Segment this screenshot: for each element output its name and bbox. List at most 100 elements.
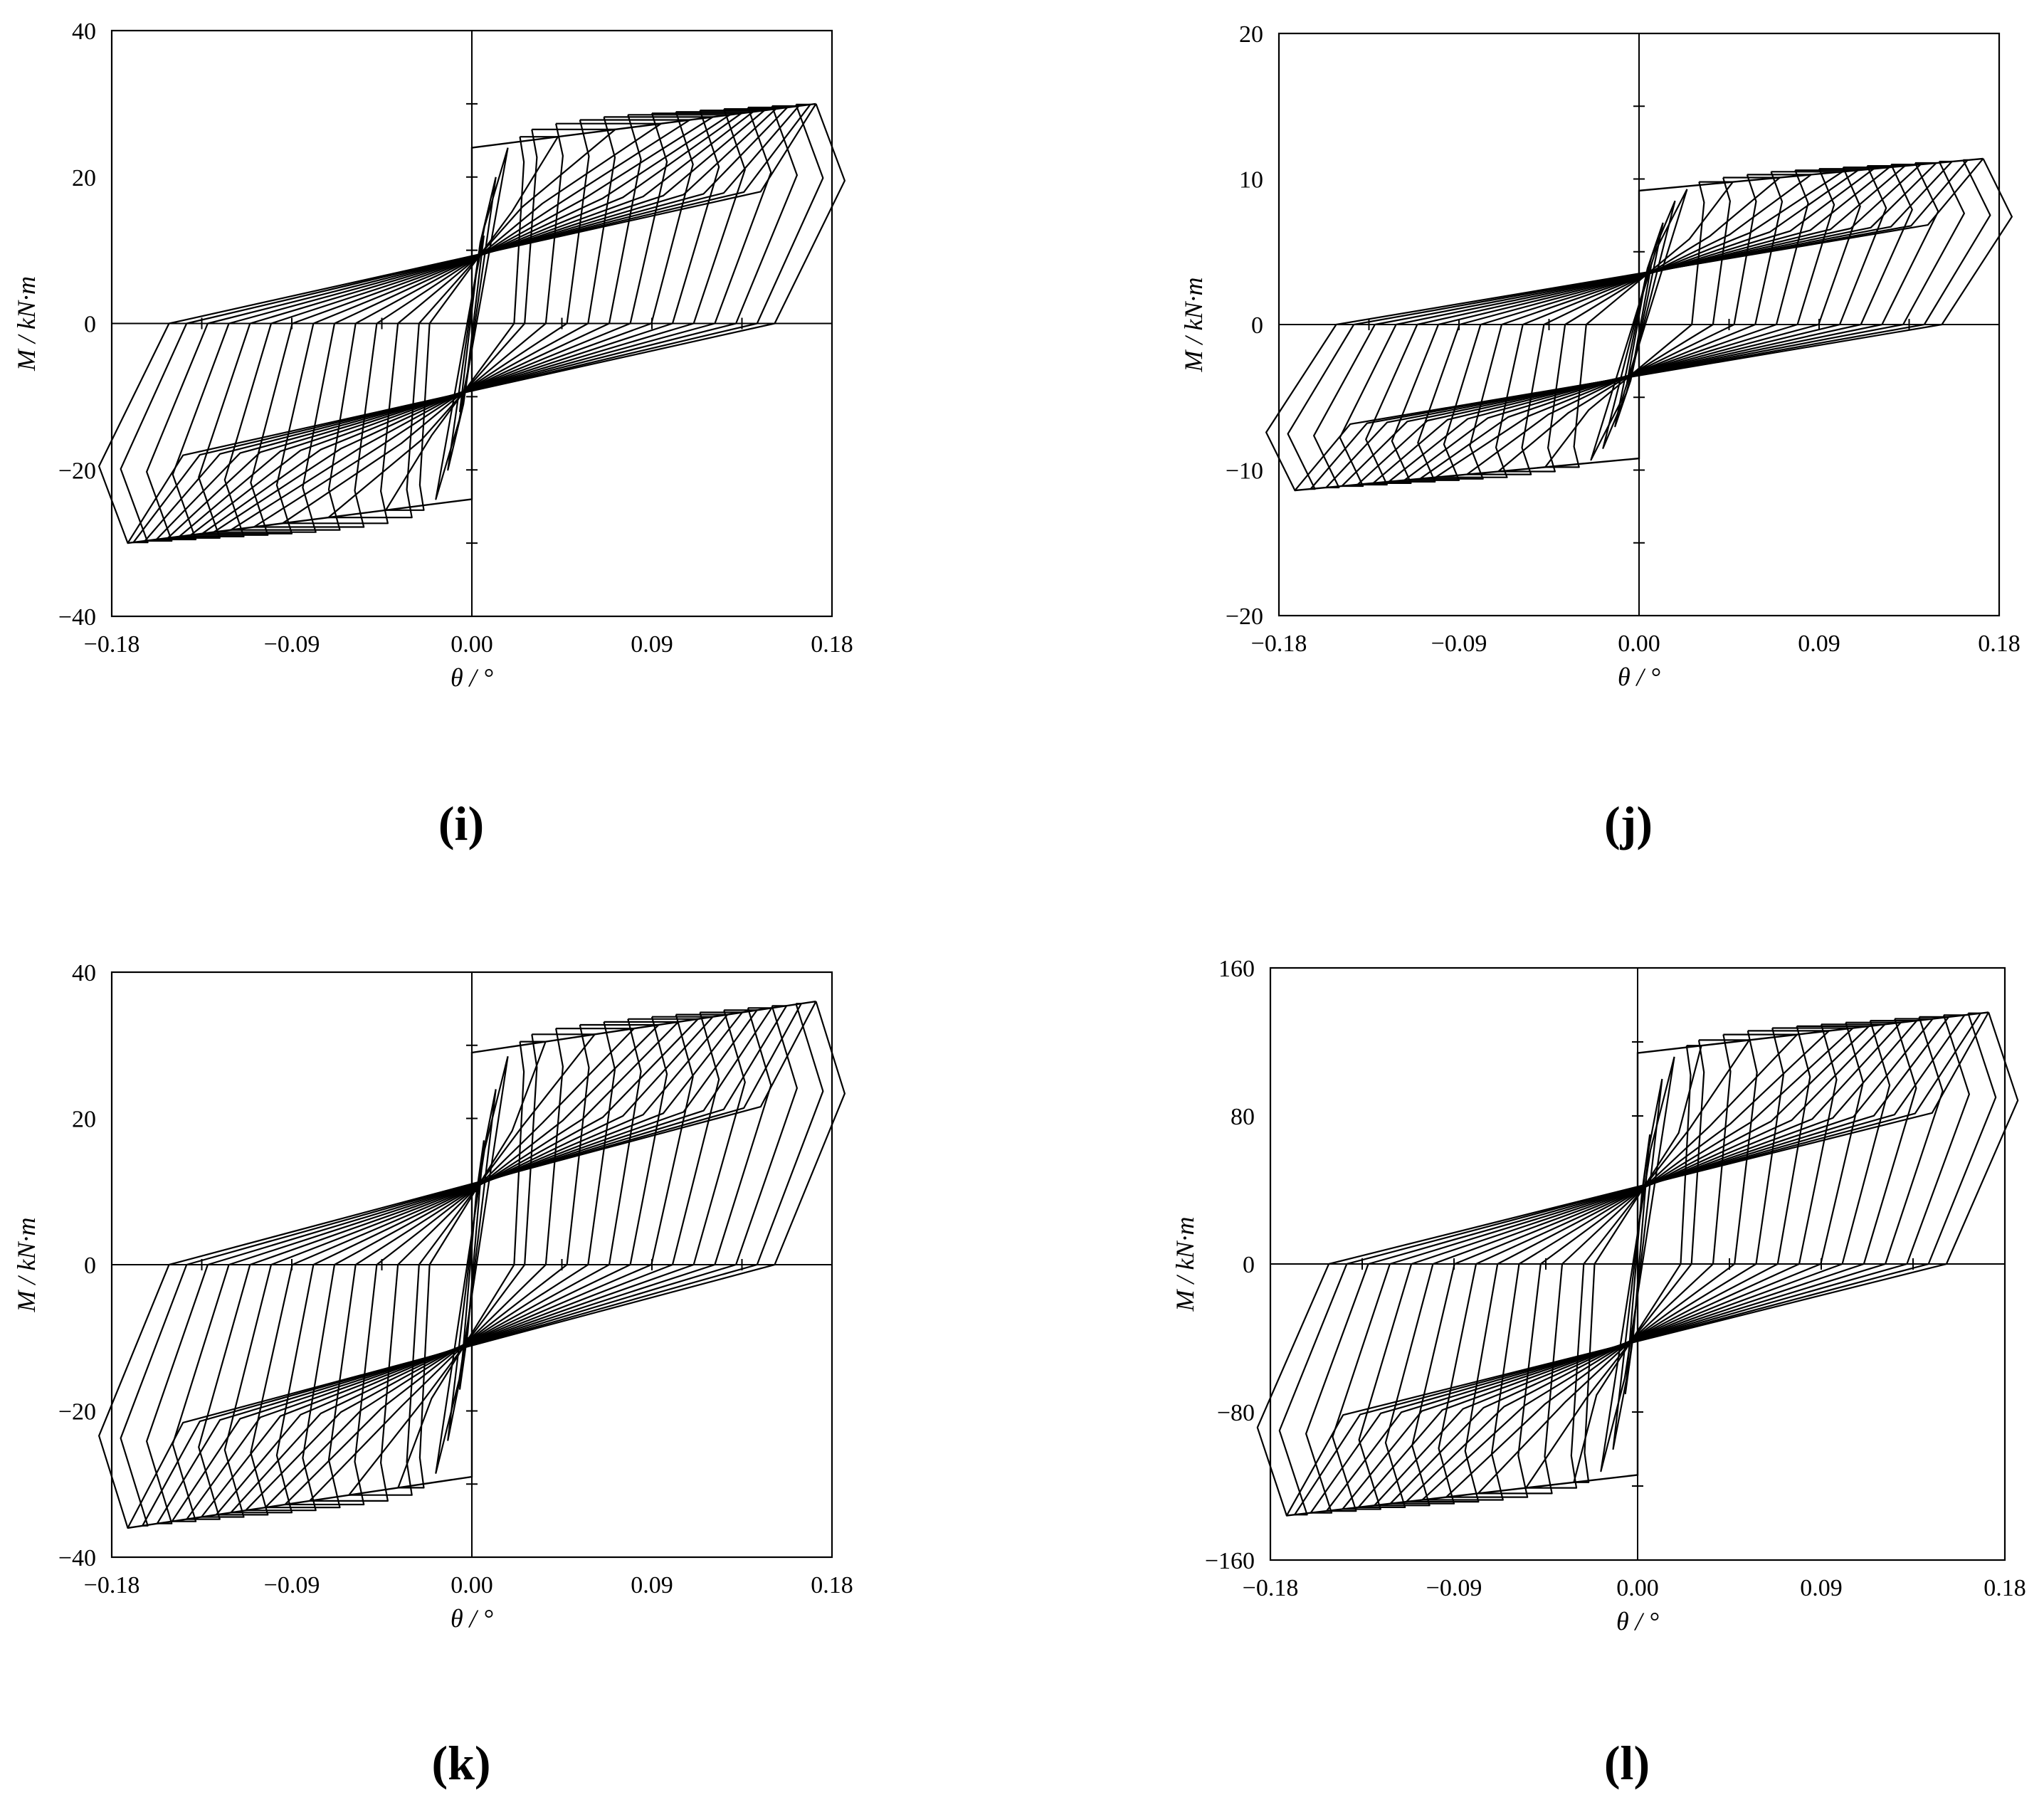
hysteresis-loop — [1403, 168, 1875, 481]
hysteresis-loop — [1419, 169, 1859, 480]
hysteresis-loop — [1421, 1027, 1854, 1501]
hysteresis-loop — [435, 1055, 509, 1474]
y-tick-label: 0 — [84, 1253, 96, 1279]
x-tick-label: 0.00 — [451, 631, 493, 658]
hysteresis-loop — [1339, 162, 1939, 488]
x-tick-label: 0.18 — [1984, 1575, 2026, 1601]
hysteresis-loops — [98, 103, 845, 544]
hysteresis-loops — [1256, 1011, 2019, 1517]
x-tick-label: 0.09 — [1798, 631, 1840, 657]
y-tick-label: −20 — [1226, 604, 1263, 630]
hysteresis-loop — [253, 119, 691, 528]
x-tick-label: 0.09 — [631, 631, 673, 658]
envelope-curve — [127, 1000, 816, 1529]
y-tick-label: 160 — [1218, 956, 1255, 982]
x-tick-label: 0.18 — [811, 631, 853, 658]
y-tick-label: 0 — [84, 312, 96, 338]
x-tick-label: −0.09 — [1426, 1575, 1482, 1601]
hysteresis-loop — [167, 108, 777, 539]
hysteresis-loop — [171, 1007, 773, 1522]
hysteresis-loop — [245, 1018, 699, 1512]
hysteresis-loop — [284, 1023, 660, 1506]
y-tick-label: 0 — [1251, 312, 1263, 339]
y-tick-label: −40 — [58, 1545, 96, 1571]
y-axis-title: M / kN·m — [12, 276, 41, 372]
x-tick-label: −0.18 — [84, 1572, 140, 1598]
x-tick-label: −0.18 — [84, 631, 140, 658]
hysteresis-loop — [1374, 1021, 1902, 1507]
y-tick-label: 40 — [72, 19, 96, 45]
hysteresis-loop — [1466, 174, 1812, 475]
x-tick-label: −0.09 — [264, 1572, 320, 1598]
hysteresis-loop — [1602, 200, 1676, 449]
hysteresis-loops — [98, 1001, 845, 1529]
y-tick-label: −20 — [58, 1399, 96, 1426]
hysteresis-loop — [144, 105, 800, 542]
hysteresis-loop — [1342, 1018, 1934, 1510]
panel-label: (l) — [1604, 1736, 1650, 1790]
y-tick-label: 40 — [72, 960, 96, 986]
hysteresis-loop — [397, 1041, 547, 1489]
chart-panel-i: −0.18 −0.09 0.00 0.09 0.18 −40 −20 0 20 40 θ / ° M … — [12, 19, 853, 850]
x-axis-title: θ / ° — [451, 663, 493, 692]
hysteresis-loop — [1388, 167, 1890, 483]
hysteresis-loop — [1356, 164, 1922, 486]
hysteresis-loop — [1612, 1078, 1663, 1450]
chart-panel-l: −0.18 −0.09 0.00 0.09 0.18 −160 −80 0 80 160 θ / °… — [1171, 956, 2026, 1790]
y-tick-label: 20 — [72, 1107, 96, 1133]
x-tick-label: −0.18 — [1243, 1575, 1299, 1601]
hysteresis-loop — [1325, 1016, 1950, 1512]
y-axis-title: M / kN·m — [12, 1218, 41, 1313]
chart-panel-k: −0.18 −0.09 0.00 0.09 0.18 −40 −20 0 20 40 θ / ° M … — [12, 960, 853, 1790]
y-tick-label: −40 — [58, 604, 96, 631]
hysteresis-loop — [1544, 181, 1734, 468]
y-tick-label: 80 — [1231, 1104, 1255, 1130]
hysteresis-loop — [1525, 1039, 1750, 1489]
hysteresis-loop — [155, 106, 789, 541]
hysteresis-loop — [146, 1005, 798, 1524]
panel-label: (i) — [438, 796, 484, 850]
hysteresis-loop — [215, 1013, 729, 1516]
hysteresis-loop — [1435, 171, 1843, 478]
hysteresis-loop — [201, 1011, 743, 1518]
hysteresis-loop — [1477, 1033, 1798, 1495]
x-tick-label: 0.18 — [1978, 631, 2021, 657]
panel-label: (k) — [431, 1736, 490, 1790]
x-tick-label: 0.09 — [1800, 1575, 1843, 1601]
panel-label: (j) — [1604, 796, 1653, 850]
y-tick-label: −20 — [58, 458, 96, 484]
hysteresis-loop — [1590, 189, 1688, 461]
x-axis-title: θ / ° — [1616, 1607, 1659, 1635]
x-tick-label: 0.09 — [631, 1572, 673, 1598]
envelope-curve — [1295, 157, 1984, 492]
hysteresis-loop — [1405, 1025, 1870, 1503]
hysteresis-loop — [190, 111, 754, 536]
y-tick-label: −160 — [1205, 1548, 1255, 1574]
hysteresis-loop — [264, 1021, 680, 1509]
hysteresis-loop — [120, 103, 824, 544]
envelope-curve — [1286, 1011, 1989, 1517]
hysteresis-loop — [1445, 1030, 1830, 1498]
hysteresis-loop — [1372, 165, 1906, 484]
x-axis-title: θ / ° — [1618, 663, 1660, 691]
x-tick-label: 0.00 — [451, 1572, 493, 1598]
y-tick-label: 20 — [1239, 21, 1263, 48]
hysteresis-loop — [1305, 1014, 1970, 1514]
x-tick-label: 0.18 — [811, 1572, 853, 1598]
hysteresis-loop — [186, 1009, 758, 1520]
hysteresis-loop — [385, 136, 559, 511]
y-tick-label: −10 — [1226, 458, 1263, 485]
hysteresis-loop — [1497, 177, 1781, 473]
y-tick-label: −80 — [1217, 1400, 1255, 1426]
chart-panel-j: −0.18 −0.09 0.00 0.09 0.18 −20 −10 0 10 20 θ / ° M … — [1179, 21, 2021, 850]
hysteresis-loop — [1278, 1012, 1997, 1516]
hysteresis-loop — [435, 147, 509, 500]
hysteresis-loop — [282, 122, 662, 525]
hysteresis-loop — [327, 128, 616, 519]
hysteresis-loop — [230, 116, 714, 531]
y-axis-title: M / kN·m — [1179, 278, 1208, 373]
hysteresis-loop — [178, 110, 766, 537]
x-tick-label: 0.00 — [1616, 1575, 1659, 1601]
x-tick-label: −0.09 — [1431, 631, 1487, 657]
